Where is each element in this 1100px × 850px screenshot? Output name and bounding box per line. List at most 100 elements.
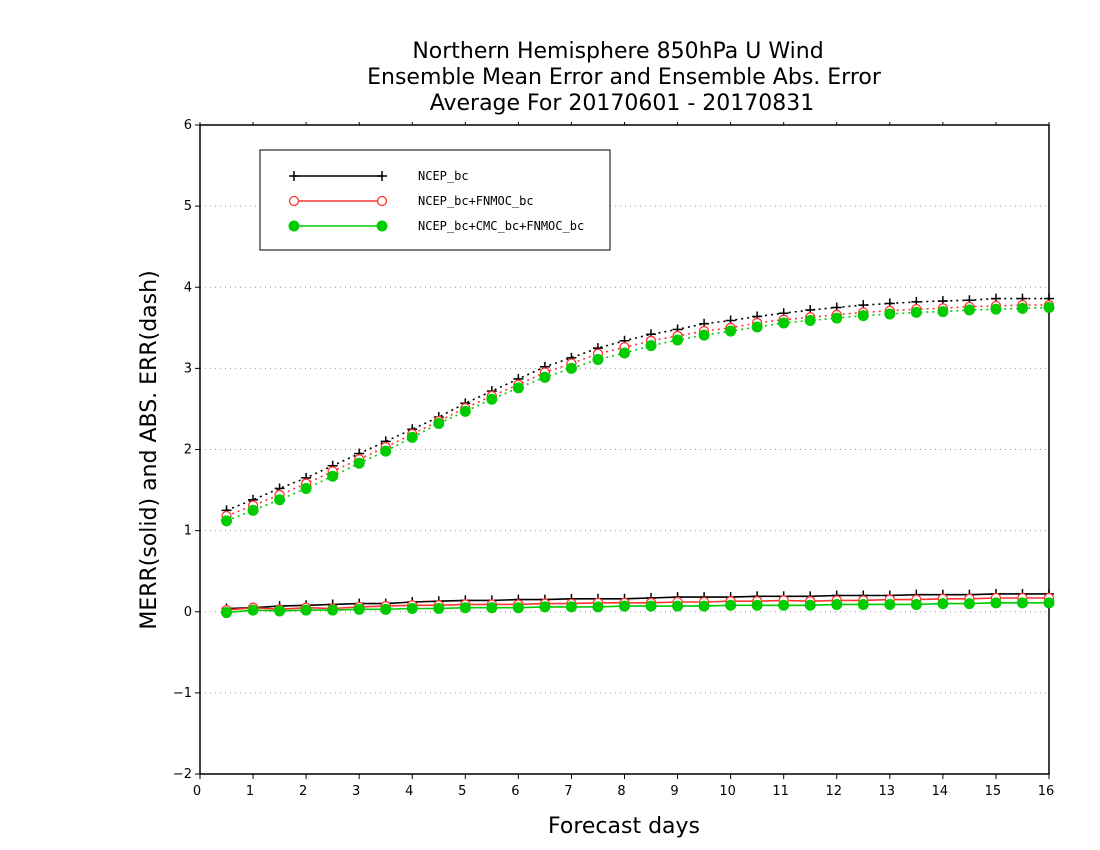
ncep-bc-cmc-bc-fnmoc-bc-abs-err-point (459, 405, 471, 417)
x-tick-label: 10 (719, 784, 736, 799)
ncep-bc-cmc-bc-fnmoc-bc-abs-err-point (725, 325, 737, 337)
ncep-bc-cmc-bc-fnmoc-bc-mean-err-point (486, 602, 498, 614)
legend-marker-end (377, 171, 387, 181)
ncep-bc-cmc-bc-fnmoc-bc-abs-err-point (645, 340, 657, 352)
ncep-bc-cmc-bc-fnmoc-bc-mean-err-point (565, 601, 577, 613)
ncep-bc-cmc-bc-fnmoc-bc-mean-err-point (1043, 597, 1055, 609)
ncep-bc-cmc-bc-fnmoc-bc-mean-err-point (910, 598, 922, 610)
y-tick-label: 0 (184, 605, 192, 620)
series-ncep-bc-fnmoc-bc (221, 299, 1055, 616)
ncep-bc-cmc-bc-fnmoc-bc-abs-err-point (672, 334, 684, 346)
ncep-bc-cmc-bc-fnmoc-bc-abs-err-point (910, 306, 922, 318)
ncep-bc-fnmoc-bc-abs-err-line (226, 304, 1049, 517)
y-tick-label: 3 (184, 361, 192, 376)
series-ncep-bc (221, 293, 1054, 614)
ncep-bc-cmc-bc-fnmoc-bc-abs-err-point (990, 303, 1002, 315)
series-layer (221, 293, 1055, 619)
ncep-bc-cmc-bc-fnmoc-bc-mean-err-point (327, 604, 339, 616)
legend-entry-ncep-bc: NCEP_bc (289, 169, 469, 183)
ncep-bc-cmc-bc-fnmoc-bc-mean-err-point (353, 603, 365, 615)
ncep-bc-cmc-bc-fnmoc-bc-abs-err-point (592, 353, 604, 365)
ncep-bc-cmc-bc-fnmoc-bc-mean-err-point (778, 599, 790, 611)
ncep-bc-cmc-bc-fnmoc-bc-mean-err-point (380, 603, 392, 615)
ncep-bc-cmc-bc-fnmoc-bc-abs-err-point (353, 457, 365, 469)
ncep-bc-cmc-bc-fnmoc-bc-abs-err-point (1016, 302, 1028, 314)
ncep-bc-cmc-bc-fnmoc-bc-mean-err-point (963, 598, 975, 610)
ncep-bc-cmc-bc-fnmoc-bc-abs-err-point (300, 482, 312, 494)
ncep-bc-cmc-bc-fnmoc-bc-abs-err-point (327, 470, 339, 482)
legend-entry-ncep-bc-cmc-bc-fnmoc-bc: NCEP_bc+CMC_bc+FNMOC_bc (288, 219, 584, 233)
x-tick-label: 2 (299, 784, 307, 799)
x-tick-label: 6 (511, 784, 519, 799)
ncep-bc-cmc-bc-fnmoc-bc-abs-err-point (857, 310, 869, 322)
ncep-bc-cmc-bc-fnmoc-bc-mean-err-point (884, 598, 896, 610)
ncep-bc-cmc-bc-fnmoc-bc-abs-err-point (884, 308, 896, 320)
ncep-bc-cmc-bc-fnmoc-bc-mean-err-point (247, 604, 259, 616)
y-tick-label: 1 (184, 524, 192, 539)
ncep-bc-cmc-bc-fnmoc-bc-mean-err-point (539, 601, 551, 613)
ncep-bc-cmc-bc-fnmoc-bc-abs-err-point (539, 371, 551, 383)
ncep-bc-cmc-bc-fnmoc-bc-mean-err-point (672, 600, 684, 612)
ncep-bc-cmc-bc-fnmoc-bc-mean-err-point (804, 599, 816, 611)
ncep-bc-cmc-bc-fnmoc-bc-mean-err-point (751, 599, 763, 611)
ncep-bc-cmc-bc-fnmoc-bc-mean-err-point (698, 600, 710, 612)
legend-marker-start (288, 220, 300, 232)
ncep-bc-cmc-bc-fnmoc-bc-mean-err-point (592, 601, 604, 613)
x-axis-label: Forecast days (548, 814, 700, 839)
y-tick-label: −1 (173, 686, 192, 701)
x-tick-label: 16 (1038, 784, 1055, 799)
ncep-bc-cmc-bc-fnmoc-bc-mean-err-point (831, 598, 843, 610)
ncep-bc-cmc-bc-fnmoc-bc-abs-err-point (698, 329, 710, 341)
ncep-bc-cmc-bc-fnmoc-bc-mean-err-point (1016, 597, 1028, 609)
legend-label: NCEP_bc (418, 169, 469, 183)
ncep-bc-cmc-bc-fnmoc-bc-abs-err-line (226, 306, 1050, 522)
legend-marker-start (288, 195, 300, 207)
chart-title-line-3: Average For 20170601 - 20170831 (430, 91, 815, 116)
ncep-bc-cmc-bc-fnmoc-bc-mean-err-point (459, 602, 471, 614)
x-tick-label: 0 (193, 784, 201, 799)
ncep-bc-cmc-bc-fnmoc-bc-abs-err-point (831, 312, 843, 324)
legend-marker-end (376, 195, 388, 207)
ncep-bc-cmc-bc-fnmoc-bc-abs-err-point (565, 362, 577, 374)
ncep-bc-cmc-bc-fnmoc-bc-abs-err-point (221, 515, 233, 527)
legend-label: NCEP_bc+CMC_bc+FNMOC_bc (418, 219, 584, 233)
ncep-bc-cmc-bc-fnmoc-bc-abs-err-point (751, 321, 763, 333)
y-tick-label: 2 (184, 443, 192, 458)
x-tick-label: 11 (772, 784, 789, 799)
legend-entry-ncep-bc-fnmoc-bc: NCEP_bc+FNMOC_bc (288, 194, 534, 208)
ncep-bc-cmc-bc-fnmoc-bc-abs-err-point (274, 494, 286, 506)
x-tick-label: 3 (352, 784, 360, 799)
ncep-bc-cmc-bc-fnmoc-bc-mean-err-point (221, 607, 233, 619)
y-axis-label: MERR(solid) and ABS. ERR(dash) (137, 270, 162, 629)
x-tick-label: 5 (458, 784, 466, 799)
ncep-bc-cmc-bc-fnmoc-bc-mean-err-point (619, 600, 630, 612)
ncep-bc-cmc-bc-fnmoc-bc-abs-err-point (247, 504, 259, 516)
legend-box (259, 149, 611, 251)
ncep-bc-cmc-bc-fnmoc-bc-abs-err-point (380, 445, 392, 457)
x-tick-label: 1 (246, 784, 254, 799)
x-tick-label: 12 (825, 784, 842, 799)
ncep-bc-cmc-bc-fnmoc-bc-mean-err-point (406, 603, 418, 615)
x-tick-label: 15 (985, 784, 1002, 799)
ncep-bc-cmc-bc-fnmoc-bc-abs-err-point (804, 315, 816, 327)
ncep-bc-cmc-bc-fnmoc-bc-mean-err-point (937, 598, 949, 610)
x-tick-label: 4 (405, 784, 413, 799)
legend-marker-start (289, 171, 299, 181)
y-tick-label: −2 (173, 767, 192, 782)
chart-title-line-2: Ensemble Mean Error and Ensemble Abs. Er… (367, 65, 882, 90)
y-tick-label: 4 (184, 280, 192, 295)
chart-title-line-1: Northern Hemisphere 850hPa U Wind (412, 39, 823, 64)
ncep-bc-cmc-bc-fnmoc-bc-abs-err-point (433, 418, 445, 430)
legend: NCEP_bc NCEP_bc+FNMOC_bc NCEP_bc+CMC_bc+FN… (259, 149, 611, 251)
ncep-bc-cmc-bc-fnmoc-bc-mean-err-point (433, 603, 445, 615)
ncep-bc-cmc-bc-fnmoc-bc-mean-err-point (857, 598, 869, 610)
x-tick-label: 13 (879, 784, 896, 799)
ncep-bc-cmc-bc-fnmoc-bc-abs-err-point (937, 306, 949, 318)
ncep-bc-cmc-bc-fnmoc-bc-abs-err-point (778, 317, 790, 329)
ncep-bc-cmc-bc-fnmoc-bc-mean-err-point (512, 602, 524, 614)
x-tick-label: 14 (932, 784, 949, 799)
x-tick-label: 9 (670, 784, 678, 799)
ncep-bc-cmc-bc-fnmoc-bc-abs-err-point (512, 382, 524, 394)
series-ncep-bc-cmc-bc-fnmoc-bc (221, 302, 1055, 619)
